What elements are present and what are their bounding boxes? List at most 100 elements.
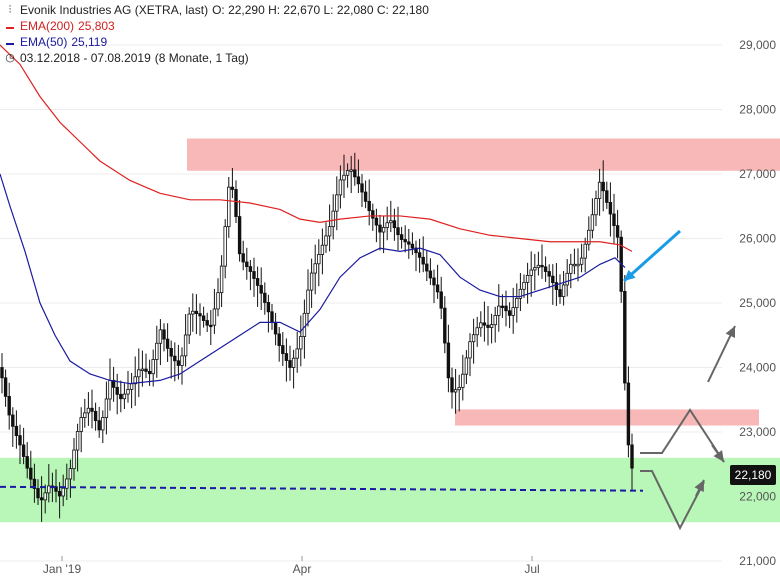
candle-body [558, 289, 562, 297]
candle-body [176, 360, 181, 366]
candle-body [306, 289, 310, 314]
ema50-value: 25,119 [71, 35, 108, 49]
candle-body [443, 307, 447, 344]
candle-body [471, 334, 476, 343]
candle-body [587, 229, 591, 245]
symbol-text: Evonik Industries AG (XETRA, last) [20, 3, 209, 17]
candle-body [281, 345, 285, 354]
scenario-down-path [640, 470, 705, 531]
candle-body [133, 376, 137, 385]
candle-body [266, 302, 271, 313]
candle-body [284, 353, 289, 361]
blue-dash-icon [4, 34, 16, 50]
candle-body [597, 181, 602, 199]
candle-body [450, 377, 454, 393]
candle-body [61, 487, 65, 497]
y-tick-label: 22,000 [739, 490, 776, 504]
y-tick-label: 27,000 [739, 167, 776, 181]
candle-body [227, 186, 231, 228]
candle-body [158, 329, 163, 344]
ema50-line [0, 173, 626, 385]
candle-body [363, 191, 368, 202]
candle-body [277, 333, 281, 346]
legend-symbol-row: ⫶ Evonik Industries AG (XETRA, last) O: … [4, 2, 429, 18]
candle-body [309, 272, 314, 291]
candle-body [540, 264, 544, 268]
candle-body [25, 456, 29, 469]
candle-body [115, 386, 119, 395]
candle-body [144, 368, 148, 372]
candle-body [403, 239, 407, 243]
candle-body [479, 322, 483, 329]
candle-body [140, 368, 145, 371]
candle-body [525, 274, 530, 283]
candle-body [605, 190, 609, 203]
resistance-zone [187, 138, 780, 171]
candle-body [0, 367, 4, 379]
candle-body [572, 263, 577, 267]
candle-body [187, 313, 191, 336]
candle-body [543, 266, 548, 272]
candle-body [108, 379, 112, 400]
x-tick-label: Apr [293, 562, 312, 576]
candle-body [482, 322, 487, 326]
blue-arrow [623, 229, 681, 283]
candle-body [342, 174, 346, 181]
candle-body [500, 305, 505, 308]
candle-body [263, 292, 267, 303]
candle-body [252, 271, 256, 279]
candle-body [360, 183, 364, 193]
candle-body [75, 431, 80, 451]
candle-body [198, 313, 202, 317]
scenario-up-path [640, 408, 725, 463]
candle-body [7, 395, 11, 416]
candles-icon: ⫶ [8, 4, 12, 16]
candle-body [97, 420, 101, 431]
legend-ema50-row[interactable]: EMA(50) 25,119 [4, 34, 429, 50]
candle-body [486, 324, 490, 328]
candle-body [385, 222, 389, 228]
candle-body [464, 357, 469, 375]
candle-body [407, 241, 411, 245]
candle-body [147, 370, 152, 375]
candle-body [101, 417, 105, 431]
candle-body [223, 226, 227, 267]
candle-body [93, 410, 98, 422]
candle-body [414, 247, 418, 254]
candle-body [104, 398, 109, 418]
candle-body [356, 176, 361, 185]
candle-body [371, 210, 375, 219]
candle-body [630, 444, 634, 469]
candle-body [615, 225, 620, 238]
candle-body [237, 216, 242, 255]
candle-body [507, 310, 512, 316]
candle-body [43, 492, 47, 501]
candle-body [518, 288, 523, 299]
ema200-line [0, 44, 633, 252]
candle-body [623, 290, 627, 384]
candle-body [194, 310, 199, 314]
candle-body [68, 468, 73, 480]
candle-body [299, 336, 303, 350]
legend-ema200-row[interactable]: EMA(200) 25,803 [4, 18, 429, 34]
candle-body [353, 169, 357, 178]
red-dash-icon [4, 18, 16, 34]
range-text: 03.12.2018 - 07.08.2019 [20, 51, 151, 65]
legend-range-row: ◷ 03.12.2018 - 07.08.2019 (8 Monate, 1 T… [4, 50, 429, 66]
ema200-label: EMA(200) [20, 19, 75, 33]
candle-body [389, 220, 393, 224]
candle-body [497, 305, 501, 316]
candle-body [313, 263, 317, 274]
candle-body [536, 264, 541, 269]
candle-body [457, 386, 461, 391]
candle-body [169, 348, 173, 357]
candle-body [468, 341, 472, 359]
candle-body [374, 217, 379, 226]
candle-body [338, 179, 343, 196]
last-price-tag: 22,180 [730, 465, 776, 485]
candle-body [601, 181, 605, 192]
candle-body [245, 261, 249, 268]
candle-body [79, 417, 83, 432]
candle-body [435, 284, 440, 293]
